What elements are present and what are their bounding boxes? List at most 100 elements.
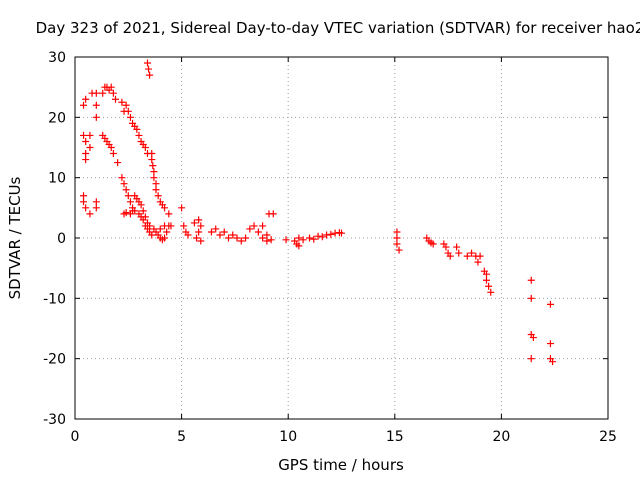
data-point [212,225,220,233]
data-point [139,207,147,215]
data-point [133,125,141,133]
data-point [126,113,134,121]
data-point [148,231,156,239]
y-tick-label: -10 [43,291,66,307]
data-point [446,252,454,260]
data-point [82,95,90,103]
x-axis-label: GPS time / hours [278,456,404,474]
series-7 [393,228,495,296]
data-point [250,222,258,230]
data-point [487,288,495,296]
data-point [184,231,192,239]
grid-lines [75,57,608,419]
data-point [152,180,160,188]
data-point [393,240,401,248]
series-2 [99,59,175,242]
data-point [546,300,554,308]
data-point [178,204,186,212]
data-point [148,150,156,158]
data-point [482,270,490,278]
data-point [137,201,145,209]
axis-ticks: 0 5 10 15 20 25 -30 -20 -10 0 10 20 30 [43,50,617,445]
x-tick-label: 20 [492,429,510,445]
data-point [546,340,554,348]
data-point [468,249,476,257]
data-point [395,246,403,254]
data-point [453,243,461,251]
data-point [118,98,126,106]
data-point [122,101,130,109]
data-point [393,228,401,236]
series-5 [178,204,277,245]
x-tick-label: 0 [71,429,80,445]
y-axis-label: SDTVAR / TECUs [6,176,24,299]
data-point [82,204,90,212]
data-point [150,174,158,182]
x-tick-label: 10 [279,429,297,445]
data-point [229,231,237,239]
data-point [259,222,267,230]
series-6 [282,229,345,250]
data-point [429,240,437,248]
data-point [549,358,557,366]
data-point [193,234,201,242]
data-point [86,144,94,151]
data-point [92,198,100,206]
data-point [141,144,149,151]
y-tick-label: 20 [48,110,66,126]
data-point [195,228,203,236]
data-point [114,159,122,167]
data-point [156,225,164,233]
data-point [143,59,151,67]
data-point [118,174,126,182]
data-point [107,144,115,151]
data-point [225,234,233,242]
data-point [107,83,115,91]
data-point [314,232,322,240]
data-point [306,234,314,242]
data-point [529,334,537,342]
data-point [338,229,345,237]
data-point [112,95,120,103]
data-point [80,131,88,139]
series-8 [527,276,557,366]
data-point [263,231,271,239]
data-point [242,234,250,242]
data-point [146,222,154,230]
data-point [109,150,117,158]
data-point [148,156,156,164]
data-point [82,137,90,145]
data-point [485,282,493,290]
data-point [135,131,143,139]
data-point [80,192,88,200]
data-point [161,222,169,230]
data-point [149,162,157,170]
data-point [216,231,224,239]
data-point [150,168,158,176]
data-point [146,71,154,79]
data-point [327,230,335,238]
x-tick-label: 25 [599,429,617,445]
data-point [527,355,535,363]
data-point [141,213,149,221]
x-tick-label: 5 [177,429,186,445]
data-point [463,252,471,260]
y-tick-label: -20 [43,352,66,368]
data-point [180,222,188,230]
data-point [190,219,198,227]
data-point [263,237,271,245]
data-point [158,236,166,244]
data-point [86,131,94,139]
data-point [455,249,463,257]
data-point [129,207,137,215]
data-point [259,234,267,242]
data-point [165,210,173,218]
data-point [124,107,132,115]
chart-title: Day 323 of 2021, Sidereal Day-to-day VTE… [36,19,640,37]
series-4 [120,192,166,244]
data-point [80,101,88,109]
data-point [122,186,130,194]
data-point [126,198,134,206]
series-1 [80,89,100,218]
